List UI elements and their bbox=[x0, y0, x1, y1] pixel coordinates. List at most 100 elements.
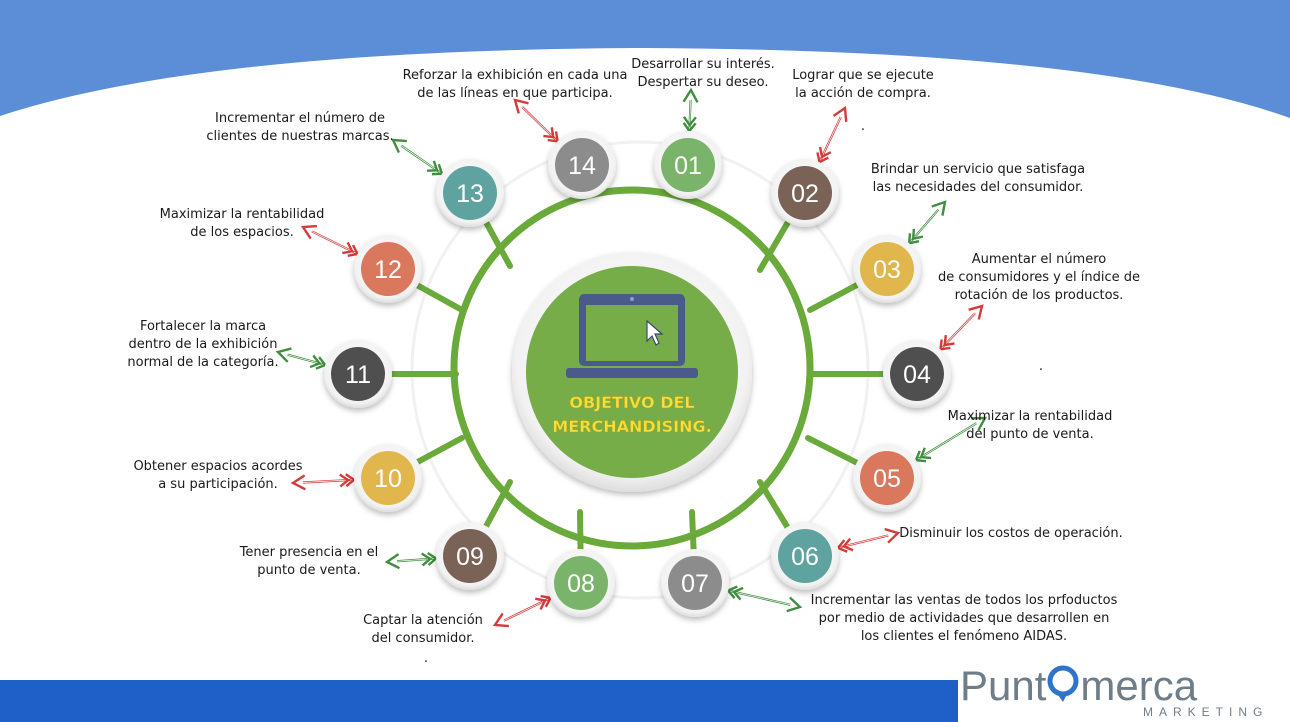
label-06: Disminuir los costos de operación. bbox=[899, 526, 1123, 541]
arrow-03-head bbox=[931, 200, 947, 216]
arrow-04-tail2 bbox=[943, 335, 955, 347]
arrow-11-head bbox=[275, 347, 292, 363]
arrow-02-tail bbox=[816, 152, 829, 165]
label-14: Reforzar la exhibición en cada una de la… bbox=[402, 68, 628, 101]
logo-wordmark: Punt merca bbox=[960, 664, 1197, 708]
laptop-screen bbox=[586, 305, 678, 361]
arrow-06-tail2 bbox=[841, 537, 854, 552]
laptop-base bbox=[566, 368, 698, 378]
arrow-06-head bbox=[884, 527, 901, 544]
arrow-09 bbox=[384, 552, 439, 570]
arrow-08-tail2 bbox=[535, 597, 547, 611]
arrow-10-head bbox=[290, 474, 306, 491]
label-05: Maximizar la rentabilidad del punto de v… bbox=[947, 409, 1113, 442]
arrow-05-tail2 bbox=[919, 447, 932, 460]
arrow-01 bbox=[682, 87, 699, 134]
arrow-07-shaft-core bbox=[728, 590, 791, 606]
center-title-line2: MERCHANDISING. bbox=[552, 417, 711, 436]
node-fill bbox=[555, 138, 609, 192]
label-02: Lograr que se ejecute la acción de compr… bbox=[792, 68, 934, 101]
center-title-line1: OBJETIVO DEL bbox=[569, 393, 694, 412]
arrow-14-shaft-core bbox=[521, 106, 558, 142]
node-fill bbox=[331, 347, 385, 401]
arrow-01-tail bbox=[682, 122, 697, 134]
node-number: 14 bbox=[568, 152, 596, 180]
node-04: 04 bbox=[883, 340, 951, 408]
node-number: 13 bbox=[456, 180, 484, 208]
node-number: 09 bbox=[456, 543, 484, 571]
arrow-13-tail2 bbox=[427, 160, 439, 172]
arrow-09-tail2 bbox=[421, 552, 433, 567]
arrow-05 bbox=[914, 416, 988, 463]
arrow-14-head bbox=[513, 98, 529, 114]
arrow-04 bbox=[939, 304, 984, 351]
arrow-13-shaft-core bbox=[401, 145, 443, 175]
arrow-07-head bbox=[786, 596, 803, 613]
stray-dot: . bbox=[860, 119, 866, 134]
cursor-icon bbox=[646, 319, 664, 346]
node-number: 03 bbox=[873, 256, 901, 284]
arrow-08 bbox=[492, 594, 553, 628]
node-fill bbox=[443, 166, 497, 220]
label-08: Captar la atención del consumidor. bbox=[363, 613, 483, 646]
arrow-04-shaft-core bbox=[940, 312, 976, 350]
node-13: 13 bbox=[436, 159, 504, 227]
node-12: 12 bbox=[354, 235, 422, 303]
node-fill bbox=[361, 451, 415, 505]
arrow-10 bbox=[290, 473, 357, 491]
arrow-14-tail2 bbox=[543, 127, 555, 139]
label-04: Aumentar el número de consumidores y el … bbox=[938, 252, 1140, 303]
arrow-02-tail2 bbox=[818, 146, 832, 159]
node-number: 06 bbox=[791, 543, 819, 571]
arrow-11-tail2 bbox=[309, 354, 322, 369]
arrow-12-tail2 bbox=[342, 241, 354, 255]
node-number: 11 bbox=[345, 361, 371, 389]
node-09: 09 bbox=[436, 522, 504, 590]
node-number: 12 bbox=[374, 256, 402, 284]
stray-dot: . bbox=[423, 651, 429, 666]
node-number: 08 bbox=[567, 570, 595, 598]
node-01: 01 bbox=[654, 131, 722, 199]
node-fill bbox=[668, 556, 722, 610]
label-12: Maximizar la rentabilidad de los espacio… bbox=[159, 207, 325, 240]
node-07: 07 bbox=[661, 549, 729, 617]
node-number: 01 bbox=[674, 152, 702, 180]
arrow-10-shaft-core bbox=[302, 479, 355, 483]
arrow-06-tail bbox=[836, 539, 848, 553]
logo-subtitle: MARKETING bbox=[1143, 705, 1269, 719]
node-10: 10 bbox=[354, 444, 422, 512]
label-07: Incrementar las ventas de todos los prfo… bbox=[810, 593, 1118, 644]
arrow-06-shaft-core bbox=[837, 535, 889, 549]
node-number: 04 bbox=[903, 361, 931, 389]
node-02: 02 bbox=[771, 159, 839, 227]
arrow-07-tail2 bbox=[732, 586, 744, 601]
arrow-06 bbox=[836, 527, 901, 553]
node-number: 02 bbox=[791, 180, 819, 208]
arrow-04-head bbox=[968, 304, 984, 320]
arrow-10-tail2 bbox=[339, 473, 351, 488]
laptop-cursor-icon bbox=[566, 294, 698, 378]
connector-ring bbox=[450, 186, 814, 550]
label-01: Desarrollar su interés. Despertar su des… bbox=[631, 57, 775, 90]
arrow-03-tail2 bbox=[911, 228, 924, 241]
node-fill bbox=[443, 529, 497, 583]
arrow-09-head bbox=[384, 553, 401, 570]
label-11: Fortalecer la marca dentro de la exhibic… bbox=[127, 319, 279, 370]
decorative-orbit bbox=[410, 140, 870, 600]
node-06: 06 bbox=[771, 522, 839, 590]
arrow-12 bbox=[300, 224, 360, 257]
arrow-13 bbox=[391, 138, 444, 176]
node-fill bbox=[778, 529, 832, 583]
node-number: 10 bbox=[374, 465, 402, 493]
arrow-03 bbox=[907, 200, 947, 245]
node-fill bbox=[661, 138, 715, 192]
arrow-05-shaft-core bbox=[915, 422, 977, 461]
node-14: 14 bbox=[548, 131, 616, 199]
puntomerca-logo: Punt merca MARKETING bbox=[958, 662, 1290, 722]
laptop-camera bbox=[630, 297, 634, 301]
node-fill bbox=[890, 347, 944, 401]
node-11: 11 bbox=[324, 340, 392, 408]
arrow-12-head bbox=[300, 224, 317, 240]
